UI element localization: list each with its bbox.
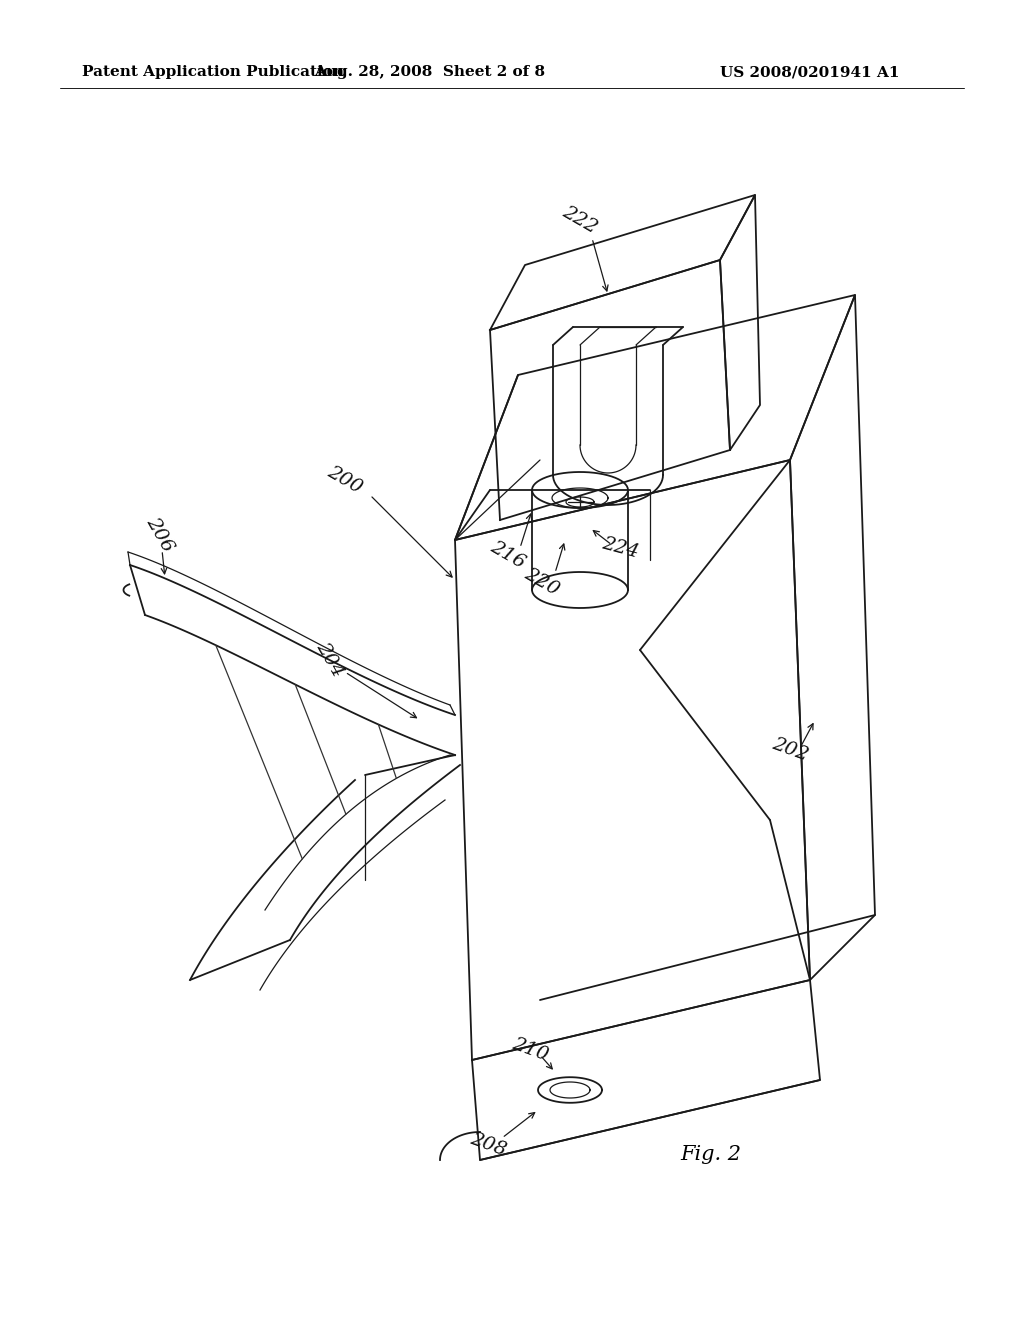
Text: Patent Application Publication: Patent Application Publication [82,65,344,79]
Text: 216: 216 [487,539,528,572]
Text: 220: 220 [521,565,562,599]
Text: 208: 208 [468,1130,509,1160]
Text: 222: 222 [559,203,600,238]
Text: Fig. 2: Fig. 2 [680,1146,741,1164]
Text: 200: 200 [325,463,366,498]
Text: 224: 224 [600,535,640,561]
Text: US 2008/0201941 A1: US 2008/0201941 A1 [720,65,899,79]
Text: 210: 210 [510,1035,551,1065]
Text: 202: 202 [769,735,811,764]
Text: 204: 204 [313,639,347,681]
Text: Aug. 28, 2008  Sheet 2 of 8: Aug. 28, 2008 Sheet 2 of 8 [314,65,546,79]
Text: 206: 206 [143,515,177,556]
